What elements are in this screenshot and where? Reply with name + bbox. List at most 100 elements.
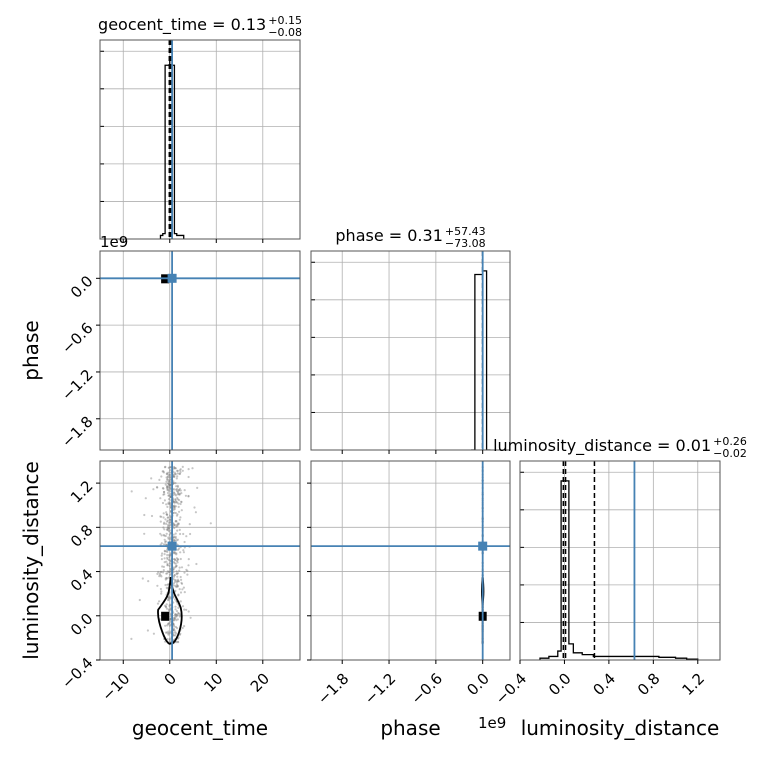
sample-point — [177, 641, 180, 644]
sample-point — [162, 516, 165, 519]
sample-point — [172, 524, 175, 527]
sample-point — [168, 619, 171, 622]
sample-point — [173, 557, 176, 561]
sample-point — [178, 569, 181, 572]
sample-point — [167, 526, 171, 529]
sample-point — [167, 632, 170, 635]
title-sub: −0.08 — [268, 26, 302, 39]
sample-point — [169, 492, 172, 495]
sample-point — [173, 574, 176, 577]
sample-point — [165, 520, 169, 523]
sample-point — [160, 558, 163, 561]
sample-point — [189, 532, 192, 536]
y-tick-label: −0.4 — [58, 654, 96, 692]
sample-point — [173, 574, 176, 577]
panel-luminosity_distance-vs-luminosity_distance: −0.4 0.0 0.4 0.8 1.2 — [492, 460, 721, 708]
sample-point — [168, 573, 171, 576]
sample-point — [166, 557, 169, 561]
sample-point — [182, 551, 185, 554]
sample-point — [176, 618, 179, 621]
sample-point — [165, 577, 168, 580]
sample-point — [167, 597, 170, 600]
title-phase: phase = 0.31 +57.43−73.08 — [335, 225, 485, 250]
sample-point — [179, 471, 182, 474]
sample-point — [175, 523, 178, 527]
sample-point — [166, 478, 169, 481]
sample-point — [158, 478, 161, 481]
sample-point — [162, 569, 165, 572]
sample-point — [168, 502, 171, 506]
sample-point — [165, 550, 168, 553]
sample-point — [179, 575, 182, 579]
sample-point — [168, 631, 171, 635]
sample-point — [174, 613, 178, 616]
sample-point — [176, 472, 179, 475]
title-sup: +0.15 — [268, 14, 302, 27]
sample-point — [175, 494, 178, 497]
sample-point — [187, 564, 190, 567]
sample-point — [130, 490, 133, 493]
sample-point — [169, 567, 172, 571]
sample-point — [160, 575, 163, 578]
sample-point — [180, 582, 184, 585]
panel-luminosity_distance-vs-geocent_time: −10 0 10 20 −0.4 0.0 0.4 0.8 1.2 — [58, 460, 301, 705]
sample-point — [172, 627, 175, 630]
y-tick-label: −0.6 — [58, 319, 96, 357]
sample-point — [169, 487, 172, 490]
sample-point — [168, 624, 171, 627]
sample-point — [162, 512, 165, 515]
sample-point — [166, 488, 169, 491]
sample-point — [164, 605, 167, 609]
sample-point — [166, 487, 169, 490]
sample-point — [162, 487, 165, 490]
sample-point — [178, 613, 181, 616]
density-contour — [157, 576, 183, 645]
sample-point — [169, 475, 172, 479]
sample-point — [173, 471, 176, 474]
sample-point — [184, 494, 187, 497]
title-geocent_time: geocent_time = 0.13 +0.15−0.08 — [98, 14, 302, 39]
sample-point — [180, 566, 184, 569]
sample-point — [172, 474, 175, 477]
sample-point — [167, 473, 170, 476]
sample-point — [164, 583, 167, 587]
sample-point — [173, 526, 176, 530]
sample-point — [173, 617, 176, 620]
sample-point — [156, 486, 159, 489]
sample-point — [163, 466, 167, 469]
sample-point — [163, 549, 166, 553]
sample-point — [176, 538, 179, 541]
sample-point — [166, 485, 170, 488]
sample-point — [165, 576, 168, 580]
truth-marker — [167, 273, 177, 283]
y-tick-label: 0.0 — [67, 272, 97, 302]
sample-point — [158, 600, 161, 603]
sample-point — [167, 482, 170, 485]
sample-point — [178, 528, 181, 532]
panel-content — [470, 251, 491, 450]
sample-point — [173, 578, 176, 582]
panel-phase-vs-phase — [310, 250, 511, 454]
sample-point — [176, 585, 179, 588]
sample-point — [174, 552, 177, 555]
sample-point — [150, 514, 154, 518]
sample-point — [172, 467, 175, 470]
sample-point — [183, 625, 186, 628]
sample-point — [168, 570, 172, 573]
sample-point — [176, 578, 180, 581]
sample-point — [155, 486, 159, 489]
title-main: phase = 0.31 — [335, 226, 442, 245]
sample-point — [175, 514, 179, 517]
sample-point — [177, 488, 180, 492]
sample-point — [174, 467, 177, 470]
sample-point — [181, 469, 184, 472]
sample-point — [173, 475, 176, 478]
title-main: geocent_time = 0.13 — [98, 15, 266, 35]
sample-point — [160, 590, 163, 593]
sample-point — [178, 547, 181, 550]
sample-point — [172, 523, 175, 526]
sample-point — [167, 489, 170, 492]
grid-lines — [311, 251, 510, 450]
sample-point — [181, 626, 184, 630]
sample-point — [173, 539, 176, 542]
